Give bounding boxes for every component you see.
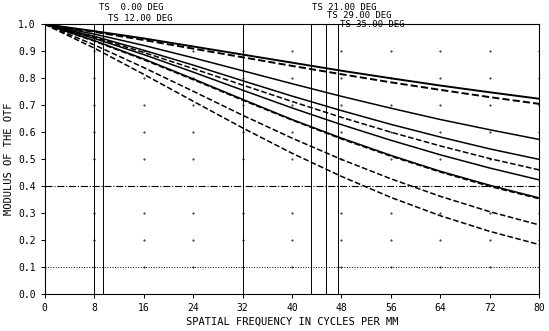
Text: TS 12.00 DEG: TS 12.00 DEG <box>108 14 173 23</box>
Text: TS 29.00 DEG: TS 29.00 DEG <box>327 11 391 20</box>
X-axis label: SPATIAL FREQUENCY IN CYCLES PER MM: SPATIAL FREQUENCY IN CYCLES PER MM <box>186 317 398 327</box>
Text: TS 21.00 DEG: TS 21.00 DEG <box>312 3 376 12</box>
Text: TS  0.00 DEG: TS 0.00 DEG <box>99 3 164 12</box>
Text: TS 35.00 DEG: TS 35.00 DEG <box>340 20 405 28</box>
Y-axis label: MODULUS OF THE OTF: MODULUS OF THE OTF <box>4 103 14 215</box>
